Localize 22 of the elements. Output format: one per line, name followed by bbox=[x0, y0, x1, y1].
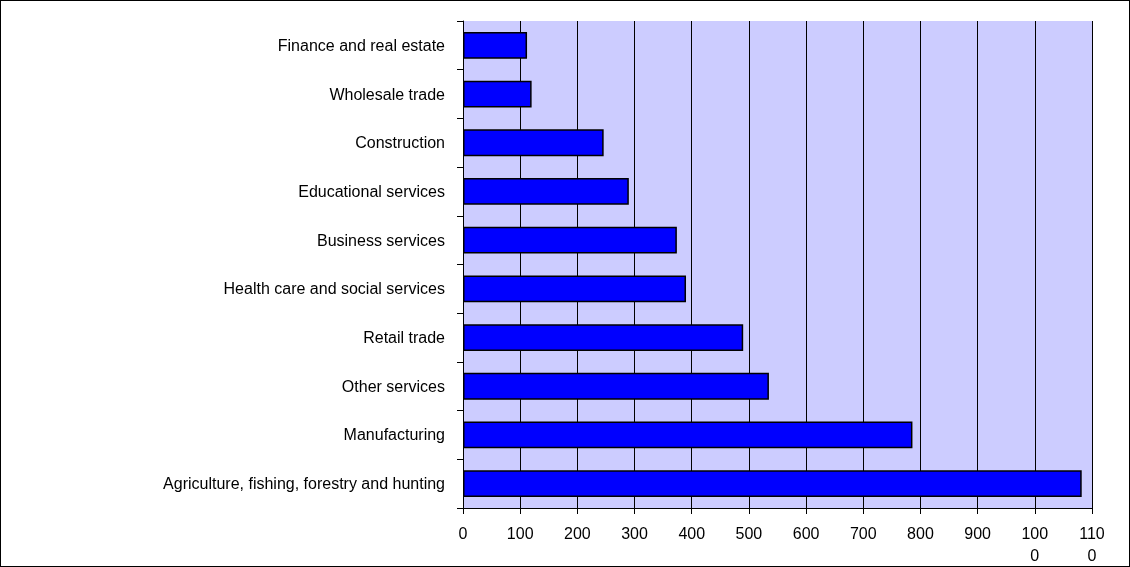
x-tick-label: 0 bbox=[458, 524, 468, 542]
x-tick-label: 200 bbox=[564, 524, 591, 542]
x-tick-label: 600 bbox=[792, 524, 820, 542]
x-tick-label: 800 bbox=[907, 524, 934, 542]
x-tick-label: 500 bbox=[735, 524, 763, 542]
y-tick-label: Wholesale trade bbox=[329, 85, 446, 103]
y-tick-label: Health care and social services bbox=[223, 280, 445, 298]
y-tick-label: Construction bbox=[355, 134, 445, 152]
x-tick-label: 700 bbox=[849, 524, 877, 542]
y-tick-label: Educational services bbox=[298, 182, 445, 200]
y-tick-label: Agriculture, fishing, forestry and hunting bbox=[163, 475, 445, 493]
x-tick-label: 400 bbox=[678, 524, 706, 542]
x-tick-label: 300 bbox=[621, 524, 648, 542]
y-tick-label: Manufacturing bbox=[343, 426, 445, 444]
y-tick-label: Retail trade bbox=[363, 329, 446, 347]
x-tick-label: 900 bbox=[964, 524, 992, 542]
x-tick-label: 100 bbox=[506, 524, 534, 542]
x-tick-label: 100 0 bbox=[1021, 524, 1049, 564]
y-tick-label: Finance and real estate bbox=[277, 36, 446, 54]
y-tick-label: Business services bbox=[316, 231, 445, 249]
x-tick-label: 110 0 bbox=[1079, 524, 1105, 564]
y-tick-label: Other services bbox=[341, 377, 445, 395]
